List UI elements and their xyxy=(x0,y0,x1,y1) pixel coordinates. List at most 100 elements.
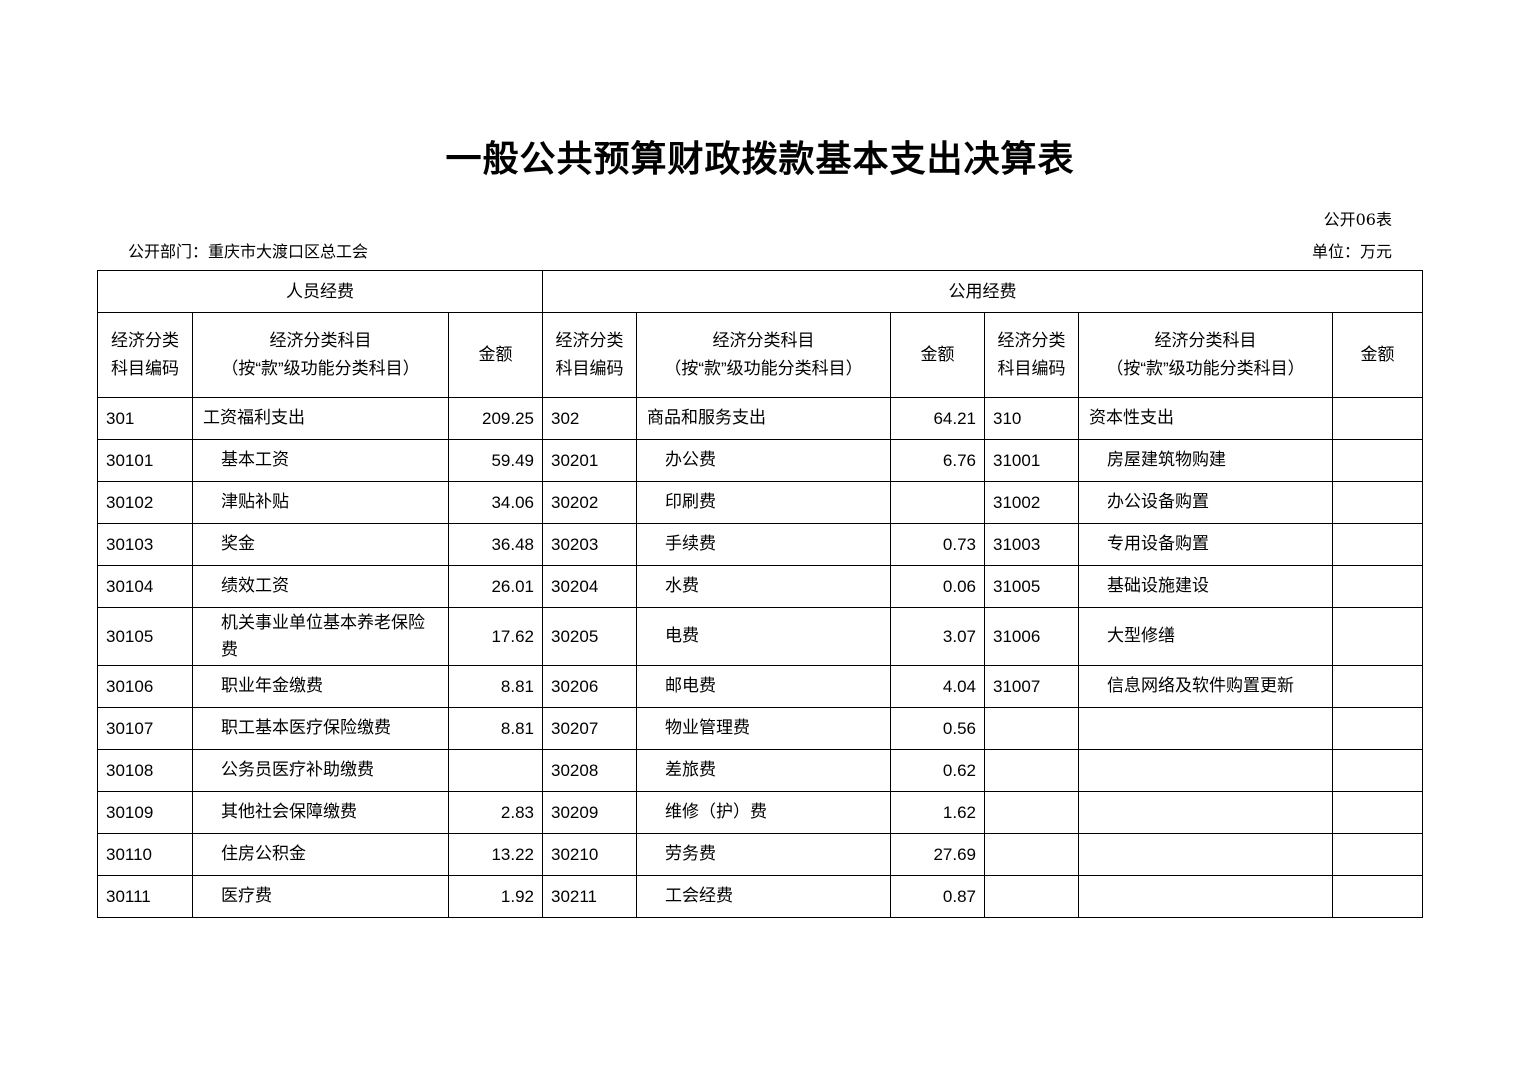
table-row: 30107 职工基本医疗保险缴费 8.81 30207 物业管理费 0.56 xyxy=(97,707,1423,750)
name-cell: 房屋建筑物购建 xyxy=(1078,439,1333,482)
name-cell: 印刷费 xyxy=(636,481,891,524)
header-amount: 金额 xyxy=(890,312,985,398)
code-cell: 31007 xyxy=(984,665,1079,708)
amount-cell: 8.81 xyxy=(448,665,543,708)
amount-cell xyxy=(1332,833,1423,876)
code-cell: 30209 xyxy=(542,791,637,834)
code-cell: 30207 xyxy=(542,707,637,750)
header-code: 经济分类 科目编码 xyxy=(542,312,637,398)
table-row: 30108 公务员医疗补助缴费 30208 差旅费 0.62 xyxy=(97,749,1423,792)
amount-cell xyxy=(448,749,543,792)
code-cell: 30103 xyxy=(97,523,193,566)
header-code: 经济分类 科目编码 xyxy=(97,312,193,398)
code-cell: 302 xyxy=(542,397,637,440)
header-name: 经济分类科目 （按“款”级功能分类科目） xyxy=(1078,312,1333,398)
amount-cell xyxy=(1332,439,1423,482)
amount-cell: 0.56 xyxy=(890,707,985,750)
code-cell: 30205 xyxy=(542,607,637,666)
code-cell: 31005 xyxy=(984,565,1079,608)
amount-cell: 4.04 xyxy=(890,665,985,708)
amount-cell: 6.76 xyxy=(890,439,985,482)
name-cell: 其他社会保障缴费 xyxy=(192,791,449,834)
name-cell: 办公费 xyxy=(636,439,891,482)
code-cell: 31002 xyxy=(984,481,1079,524)
amount-cell: 8.81 xyxy=(448,707,543,750)
name-cell: 专用设备购置 xyxy=(1078,523,1333,566)
amount-cell xyxy=(1332,665,1423,708)
page-title: 一般公共预算财政拨款基本支出决算表 xyxy=(445,138,1075,179)
name-cell: 劳务费 xyxy=(636,833,891,876)
code-cell: 30110 xyxy=(97,833,193,876)
name-cell: 奖金 xyxy=(192,523,449,566)
name-cell: 维修（护）费 xyxy=(636,791,891,834)
name-cell: 机关事业单位基本养老保险费 xyxy=(192,607,449,666)
amount-cell xyxy=(1332,523,1423,566)
name-cell xyxy=(1078,833,1333,876)
code-cell: 30201 xyxy=(542,439,637,482)
table-row: 30109 其他社会保障缴费 2.83 30209 维修（护）费 1.62 xyxy=(97,791,1423,834)
table-row: 30110 住房公积金 13.22 30210 劳务费 27.69 xyxy=(97,833,1423,876)
code-cell: 30211 xyxy=(542,875,637,918)
amount-cell: 27.69 xyxy=(890,833,985,876)
code-cell: 31006 xyxy=(984,607,1079,666)
code-cell: 30111 xyxy=(97,875,193,918)
amount-cell xyxy=(1332,607,1423,666)
amount-cell xyxy=(1332,565,1423,608)
code-cell: 30102 xyxy=(97,481,193,524)
name-cell: 医疗费 xyxy=(192,875,449,918)
header-name: 经济分类科目 （按“款”级功能分类科目） xyxy=(192,312,449,398)
name-cell: 住房公积金 xyxy=(192,833,449,876)
name-cell: 大型修缮 xyxy=(1078,607,1333,666)
code-cell: 30203 xyxy=(542,523,637,566)
amount-cell: 1.92 xyxy=(448,875,543,918)
name-cell xyxy=(1078,707,1333,750)
amount-cell: 3.07 xyxy=(890,607,985,666)
table-row: 30106 职业年金缴费 8.81 30206 邮电费 4.04 31007 信息网络及软件购… xyxy=(97,665,1423,708)
expenditure-table: 人员经费 公用经费 经济分类 科目编码 经济分类科目 （按“款”级功能分类科目）金… xyxy=(97,270,1423,918)
name-cell: 职业年金缴费 xyxy=(192,665,449,708)
name-cell: 差旅费 xyxy=(636,749,891,792)
code-cell: 30208 xyxy=(542,749,637,792)
department: 公开部门：重庆市大渡口区总工会 xyxy=(128,242,369,261)
amount-cell: 36.48 xyxy=(448,523,543,566)
header-code: 经济分类 科目编码 xyxy=(984,312,1079,398)
amount-cell: 0.87 xyxy=(890,875,985,918)
name-cell: 物业管理费 xyxy=(636,707,891,750)
name-cell: 公务员医疗补助缴费 xyxy=(192,749,449,792)
table-row: 30105 机关事业单位基本养老保险费 17.62 30205 电费 3.07 31006 大… xyxy=(97,607,1423,666)
code-cell xyxy=(984,749,1079,792)
name-cell: 工会经费 xyxy=(636,875,891,918)
amount-cell xyxy=(1332,481,1423,524)
name-cell xyxy=(1078,875,1333,918)
name-cell: 信息网络及软件购置更新 xyxy=(1078,665,1333,708)
name-cell: 基础设施建设 xyxy=(1078,565,1333,608)
code-cell: 30105 xyxy=(97,607,193,666)
amount-cell: 26.01 xyxy=(448,565,543,608)
code-cell: 30107 xyxy=(97,707,193,750)
code-cell: 301 xyxy=(97,397,193,440)
amount-cell: 64.21 xyxy=(890,397,985,440)
name-cell: 职工基本医疗保险缴费 xyxy=(192,707,449,750)
code-cell: 31003 xyxy=(984,523,1079,566)
code-cell: 30106 xyxy=(97,665,193,708)
name-cell xyxy=(1078,791,1333,834)
amount-cell: 0.06 xyxy=(890,565,985,608)
amount-cell: 1.62 xyxy=(890,791,985,834)
name-cell: 办公设备购置 xyxy=(1078,481,1333,524)
amount-cell: 209.25 xyxy=(448,397,543,440)
amount-cell xyxy=(890,481,985,524)
table-row: 30103 奖金 36.48 30203 手续费 0.73 31003 专用设备购置 xyxy=(97,523,1423,566)
code-cell: 30210 xyxy=(542,833,637,876)
table-row: 30102 津贴补贴 34.06 30202 印刷费 31002 办公设备购置 xyxy=(97,481,1423,524)
name-cell: 邮电费 xyxy=(636,665,891,708)
name-cell: 绩效工资 xyxy=(192,565,449,608)
name-cell: 手续费 xyxy=(636,523,891,566)
table-row: 30104 绩效工资 26.01 30204 水费 0.06 31005 基础设施建设 xyxy=(97,565,1423,608)
code-cell: 30108 xyxy=(97,749,193,792)
amount-cell xyxy=(1332,749,1423,792)
code-cell xyxy=(984,791,1079,834)
name-cell: 资本性支出 xyxy=(1078,397,1333,440)
group-public: 公用经费 xyxy=(542,270,1423,313)
code-cell: 30204 xyxy=(542,565,637,608)
code-cell: 30101 xyxy=(97,439,193,482)
